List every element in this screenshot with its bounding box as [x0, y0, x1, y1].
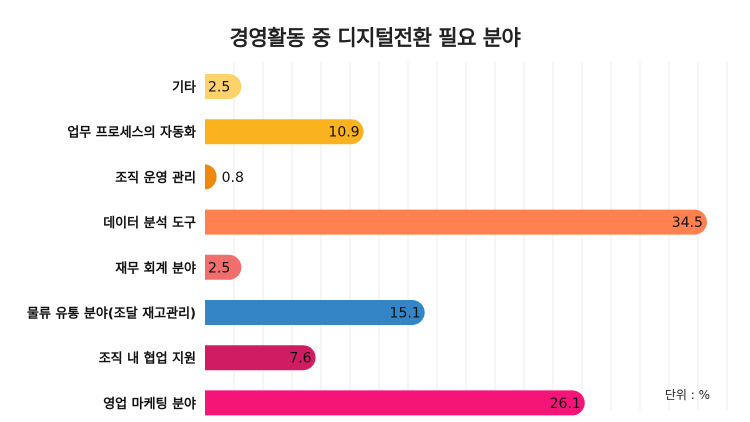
- value-label: 2.5: [208, 260, 230, 276]
- bar: [205, 74, 242, 99]
- value-label: 0.8: [222, 170, 244, 186]
- value-labels: 2.5 10.9 0.8 34.5 2.5 15.1 7.6 26.1: [208, 80, 703, 412]
- value-label: 7.6: [289, 351, 311, 367]
- category-label: 업무 프로세스의 자동화: [67, 125, 196, 141]
- chart-title: 경영활동 중 디지털전환 필요 분야: [229, 26, 521, 50]
- value-label: 2.5: [208, 80, 230, 96]
- category-label: 조직 운영 관리: [115, 170, 196, 186]
- category-label: 물류 유통 분야(조달 재고관리): [27, 306, 196, 322]
- value-label: 15.1: [390, 306, 421, 322]
- value-label: 34.5: [672, 215, 703, 231]
- category-label: 재무 회계 분야: [115, 260, 196, 276]
- bar: [205, 300, 425, 325]
- bar: [205, 345, 316, 371]
- value-label: 10.9: [328, 125, 359, 141]
- category-label: 기타: [172, 80, 196, 96]
- bar: [205, 390, 585, 416]
- bar: [205, 119, 364, 145]
- bar: [205, 209, 707, 235]
- bars: [205, 74, 707, 416]
- category-label: 데이터 분석 도구: [103, 215, 196, 231]
- bar: [205, 254, 242, 280]
- unit-label: 단위 : %: [664, 388, 710, 402]
- category-label: 조직 내 협업 지원: [99, 351, 196, 367]
- bar: [205, 164, 217, 190]
- value-label: 26.1: [550, 396, 581, 412]
- category-label: 영업 마케팅 분야: [103, 396, 196, 412]
